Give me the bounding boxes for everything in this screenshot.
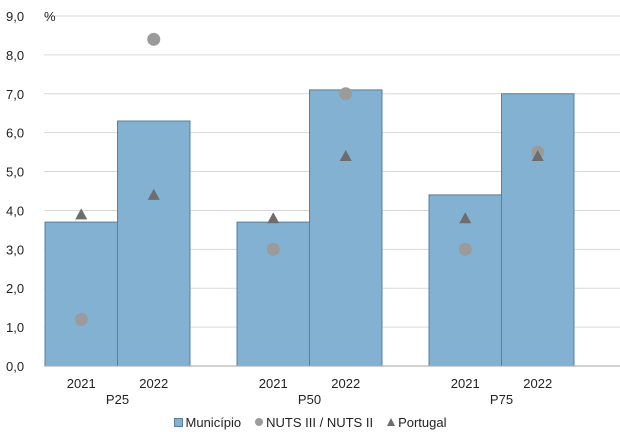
- bar-municipio: [117, 120, 191, 367]
- y-tick-label: 7,0: [6, 87, 24, 102]
- bars: [44, 89, 575, 367]
- marker-portugal: [339, 150, 352, 161]
- legend-item-portugal: Portugal: [387, 415, 446, 430]
- markers: [74, 32, 545, 326]
- y-tick-label: 2,0: [6, 281, 24, 296]
- x-tick-label: 2022: [331, 376, 360, 391]
- marker-portugal: [75, 208, 88, 220]
- marker-nuts: [74, 312, 88, 326]
- x-group-label: P50: [298, 392, 321, 407]
- x-tick-label: 2021: [259, 376, 288, 391]
- x-group-label: P25: [106, 392, 129, 407]
- marker-nuts: [266, 242, 280, 256]
- marker-portugal: [147, 188, 160, 200]
- y-tick-label: 9,0: [6, 9, 24, 24]
- bar-municipio: [44, 221, 118, 367]
- legend-item-municipio: Município: [173, 414, 242, 430]
- x-tick-label: 2022: [139, 376, 168, 391]
- legend-swatch-bar: [173, 417, 183, 427]
- legend: Município NUTS III / NUTS II Portugal: [0, 412, 620, 432]
- x-tick-label: 2021: [451, 376, 480, 391]
- chart: % 0,01,02,03,04,05,06,07,08,09,0 2021 202…: [6, 9, 620, 407]
- x-axis-ticks: 2021 2022 P25 2021 2022 P50 2021 2022 P75: [67, 376, 552, 407]
- y-tick-label: 0,0: [6, 359, 24, 374]
- legend-item-nuts: NUTS III / NUTS II: [255, 415, 373, 430]
- y-tick-label: 4,0: [6, 203, 24, 218]
- marker-nuts: [339, 87, 353, 101]
- x-tick-label: 2021: [67, 376, 96, 391]
- legend-swatch-circle: [255, 418, 264, 426]
- marker-portugal: [531, 150, 544, 161]
- y-axis-ticks: 0,0 1,0 2,0 3,0 4,0 5,0 6,0 7,0 8,0 9,0: [6, 9, 24, 374]
- y-tick-label: 3,0: [6, 242, 24, 257]
- x-group-label: P75: [490, 392, 513, 407]
- marker-portugal: [459, 212, 472, 224]
- y-unit-label: %: [44, 9, 56, 24]
- legend-swatch-triangle: [387, 418, 396, 426]
- y-tick-label: 8,0: [6, 48, 24, 63]
- y-tick-label: 6,0: [6, 126, 24, 141]
- x-tick-label: 2022: [523, 376, 552, 391]
- bar-municipio: [501, 93, 575, 367]
- y-tick-label: 5,0: [6, 165, 24, 180]
- marker-portugal: [267, 212, 280, 224]
- bar-municipio: [309, 89, 383, 367]
- y-tick-label: 1,0: [6, 320, 24, 335]
- marker-nuts: [147, 32, 161, 46]
- legend-label: NUTS III / NUTS II: [266, 414, 374, 430]
- legend-label: Município: [185, 414, 242, 430]
- marker-nuts: [458, 242, 472, 256]
- legend-label: Portugal: [398, 414, 447, 430]
